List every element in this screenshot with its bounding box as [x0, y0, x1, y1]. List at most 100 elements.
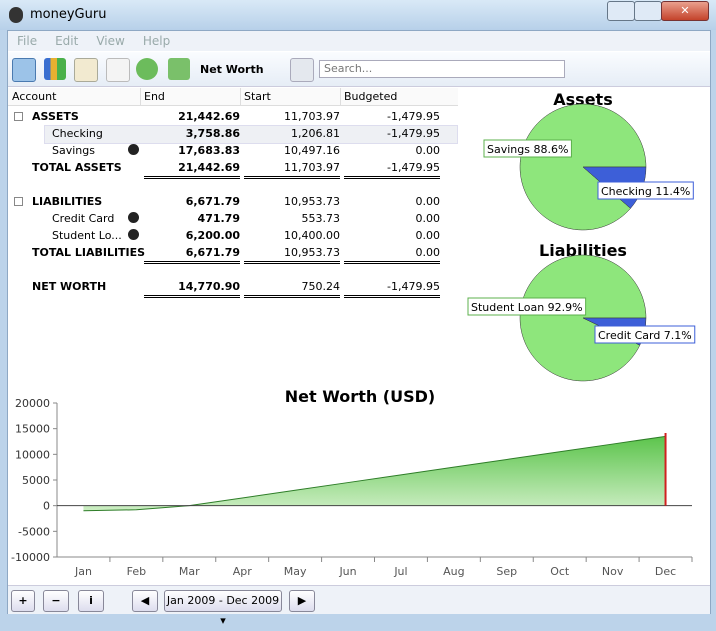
x-tick-label: Jan	[74, 565, 92, 578]
table-cell: Student Lo...	[52, 229, 122, 242]
table-header	[8, 88, 458, 106]
total-underline	[344, 261, 440, 264]
columns-button[interactable]	[290, 58, 314, 82]
column-divider	[240, 88, 241, 105]
pie-title: Liabilities	[539, 241, 627, 260]
next-range-button[interactable]: ▶	[289, 590, 315, 612]
x-tick-label: Feb	[127, 565, 146, 578]
table-cell: 21,442.69	[178, 110, 240, 123]
net-worth-line	[83, 435, 666, 512]
title-bar: moneyGuru ✕	[0, 0, 716, 30]
arrow-button	[128, 229, 139, 240]
table-cell: 6,671.79	[185, 246, 240, 259]
slice-label-box	[594, 325, 696, 344]
window-title: moneyGuru	[30, 7, 107, 22]
add-button[interactable]: +	[11, 590, 35, 612]
x-tick-label: Aug	[443, 565, 464, 578]
table-cell: 3,758.86	[185, 127, 240, 140]
slice-label-box	[483, 139, 572, 158]
slice-label: Checking 11.4%	[601, 185, 690, 198]
total-underline	[244, 261, 340, 264]
table-cell: TOTAL LIABILITIES	[32, 246, 146, 259]
profit-view-button[interactable]	[44, 58, 66, 80]
y-tick-label: -10000	[11, 551, 50, 564]
budgets-view-button[interactable]	[168, 58, 190, 80]
table-cell: 10,953.73	[284, 246, 340, 259]
chart-title: Net Worth (USD)	[285, 387, 435, 406]
search-field[interactable]: Search...	[319, 60, 565, 78]
y-tick-label: 15000	[15, 423, 50, 436]
table-cell: LIABILITIES	[32, 195, 103, 208]
table-cell: 0.00	[415, 246, 441, 259]
x-tick-label: Jul	[393, 565, 407, 578]
close-button[interactable]: ✕	[661, 1, 709, 21]
table-cell: 11,703.97	[284, 161, 340, 174]
table-cell: -1,479.95	[387, 280, 440, 293]
x-tick-label: Oct	[550, 565, 570, 578]
table-cell: 0.00	[415, 229, 441, 242]
y-tick-label: 10000	[15, 448, 50, 461]
table-cell: TOTAL ASSETS	[32, 161, 122, 174]
net-worth-view-button[interactable]	[12, 58, 36, 82]
net-worth-table: Account End Start Budgeted ASSETS 21,442.69 11…	[8, 88, 458, 298]
table-cell: 21,442.69	[178, 161, 240, 174]
table-cell: 10,400.00	[284, 229, 340, 242]
menu-item[interactable]: Help	[142, 34, 171, 48]
table-cell: 553.73	[301, 212, 341, 225]
schedules-view-button[interactable]	[136, 58, 158, 80]
selected-row	[44, 125, 458, 144]
table-cell: NET WORTH	[32, 280, 107, 293]
date-range-label: Jan 2009 - Dec 2009	[166, 594, 280, 607]
table-cell: 6,671.79	[185, 195, 240, 208]
table-cell: Savings	[52, 144, 95, 157]
total-underline	[144, 176, 240, 179]
slice-label: Student Loan 92.9%	[471, 301, 583, 314]
column-header: Account	[12, 90, 57, 103]
y-tick-label: 20000	[15, 397, 50, 410]
table-cell: 750.24	[301, 280, 341, 293]
table-cell: -1,479.95	[387, 110, 440, 123]
account-view-button[interactable]	[106, 58, 130, 82]
x-tick-label: Jun	[338, 565, 356, 578]
expander	[14, 197, 23, 206]
y-tick-label: 0	[43, 500, 50, 513]
menu-item[interactable]: View	[96, 34, 125, 48]
table-cell: 10,497.16	[284, 144, 340, 157]
total-underline	[244, 295, 340, 298]
column-header: Budgeted	[344, 90, 398, 103]
previous-range-button[interactable]: ◀	[132, 590, 158, 612]
transactions-view-button[interactable]	[74, 58, 98, 82]
app-icon	[9, 7, 23, 23]
charts: Assets Savings 88.6% Checking 11.4% Liabili…	[11, 90, 696, 578]
menu-bar: File Edit View Help	[8, 31, 710, 51]
arrow-button	[128, 212, 139, 223]
remove-button[interactable]: −	[43, 590, 69, 612]
table-cell: 1,206.81	[291, 127, 340, 140]
table-cell: 11,703.97	[284, 110, 340, 123]
total-underline	[344, 295, 440, 298]
slice-label-box	[467, 297, 587, 316]
menu-item[interactable]: File	[17, 34, 38, 48]
footer-bar: + − i ◀ Jan 2009 - Dec 2009 ▾ ▶	[8, 585, 710, 627]
total-underline	[144, 261, 240, 264]
table-cell: -1,479.95	[387, 127, 440, 140]
menu-item[interactable]: Edit	[55, 34, 79, 48]
info-button[interactable]: i	[78, 590, 104, 612]
date-range-selector[interactable]: Jan 2009 - Dec 2009 ▾	[164, 590, 282, 627]
view-label: Net Worth	[200, 63, 264, 76]
x-tick-label: May	[284, 565, 307, 578]
table-cell: 0.00	[415, 195, 441, 208]
x-tick-label: Mar	[179, 565, 200, 578]
table-cell: 471.79	[197, 212, 240, 225]
table-cell: 14,770.90	[178, 280, 240, 293]
expander	[14, 112, 23, 121]
table-cell: 0.00	[415, 144, 441, 157]
table-cell: 6,200.00	[185, 229, 240, 242]
x-tick-label: Apr	[233, 565, 253, 578]
table-cell: 10,953.73	[284, 195, 340, 208]
x-tick-label: Nov	[602, 565, 624, 578]
slice-label: Credit Card 7.1%	[598, 329, 692, 342]
total-underline	[344, 176, 440, 179]
x-tick-label: Dec	[655, 565, 676, 578]
